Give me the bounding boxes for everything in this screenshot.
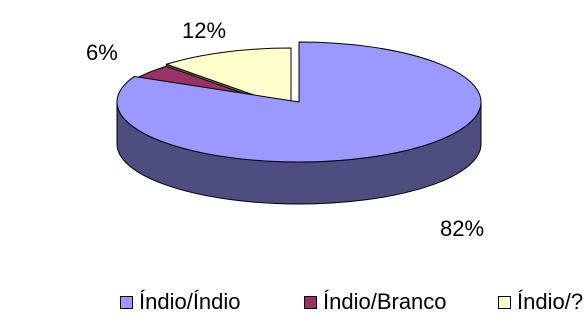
data-label-indio-unknown: 12% <box>182 18 226 43</box>
pie-top-indio-indio <box>116 41 482 163</box>
data-label-indio-indio: 82% <box>440 216 484 241</box>
pie-slices <box>116 41 482 205</box>
legend-label-indio-unknown: Índio/? <box>517 289 584 314</box>
legend-swatch-indio-unknown <box>498 295 511 309</box>
pie-top-indio-unknown <box>165 47 292 109</box>
legend-label-indio-indio: Índio/Índio <box>139 289 241 314</box>
legend-swatch-indio-branco <box>304 295 317 309</box>
data-labels: 82% 6% 12% <box>86 18 484 241</box>
legend-item-indio-indio: Índio/Índio <box>120 286 241 318</box>
data-label-indio-branco: 6% <box>86 40 118 65</box>
pie-slice-indio-indio <box>116 41 482 205</box>
legend: Índio/Índio Índio/Branco Índio/? <box>0 286 584 318</box>
legend-label-indio-branco: Índio/Branco <box>323 289 447 314</box>
legend-item-indio-unknown: Índio/? <box>498 286 583 318</box>
legend-item-indio-branco: Índio/Branco <box>304 286 447 318</box>
pie-chart: 82% 6% 12% <box>86 18 484 241</box>
legend-swatch-indio-indio <box>120 295 133 309</box>
